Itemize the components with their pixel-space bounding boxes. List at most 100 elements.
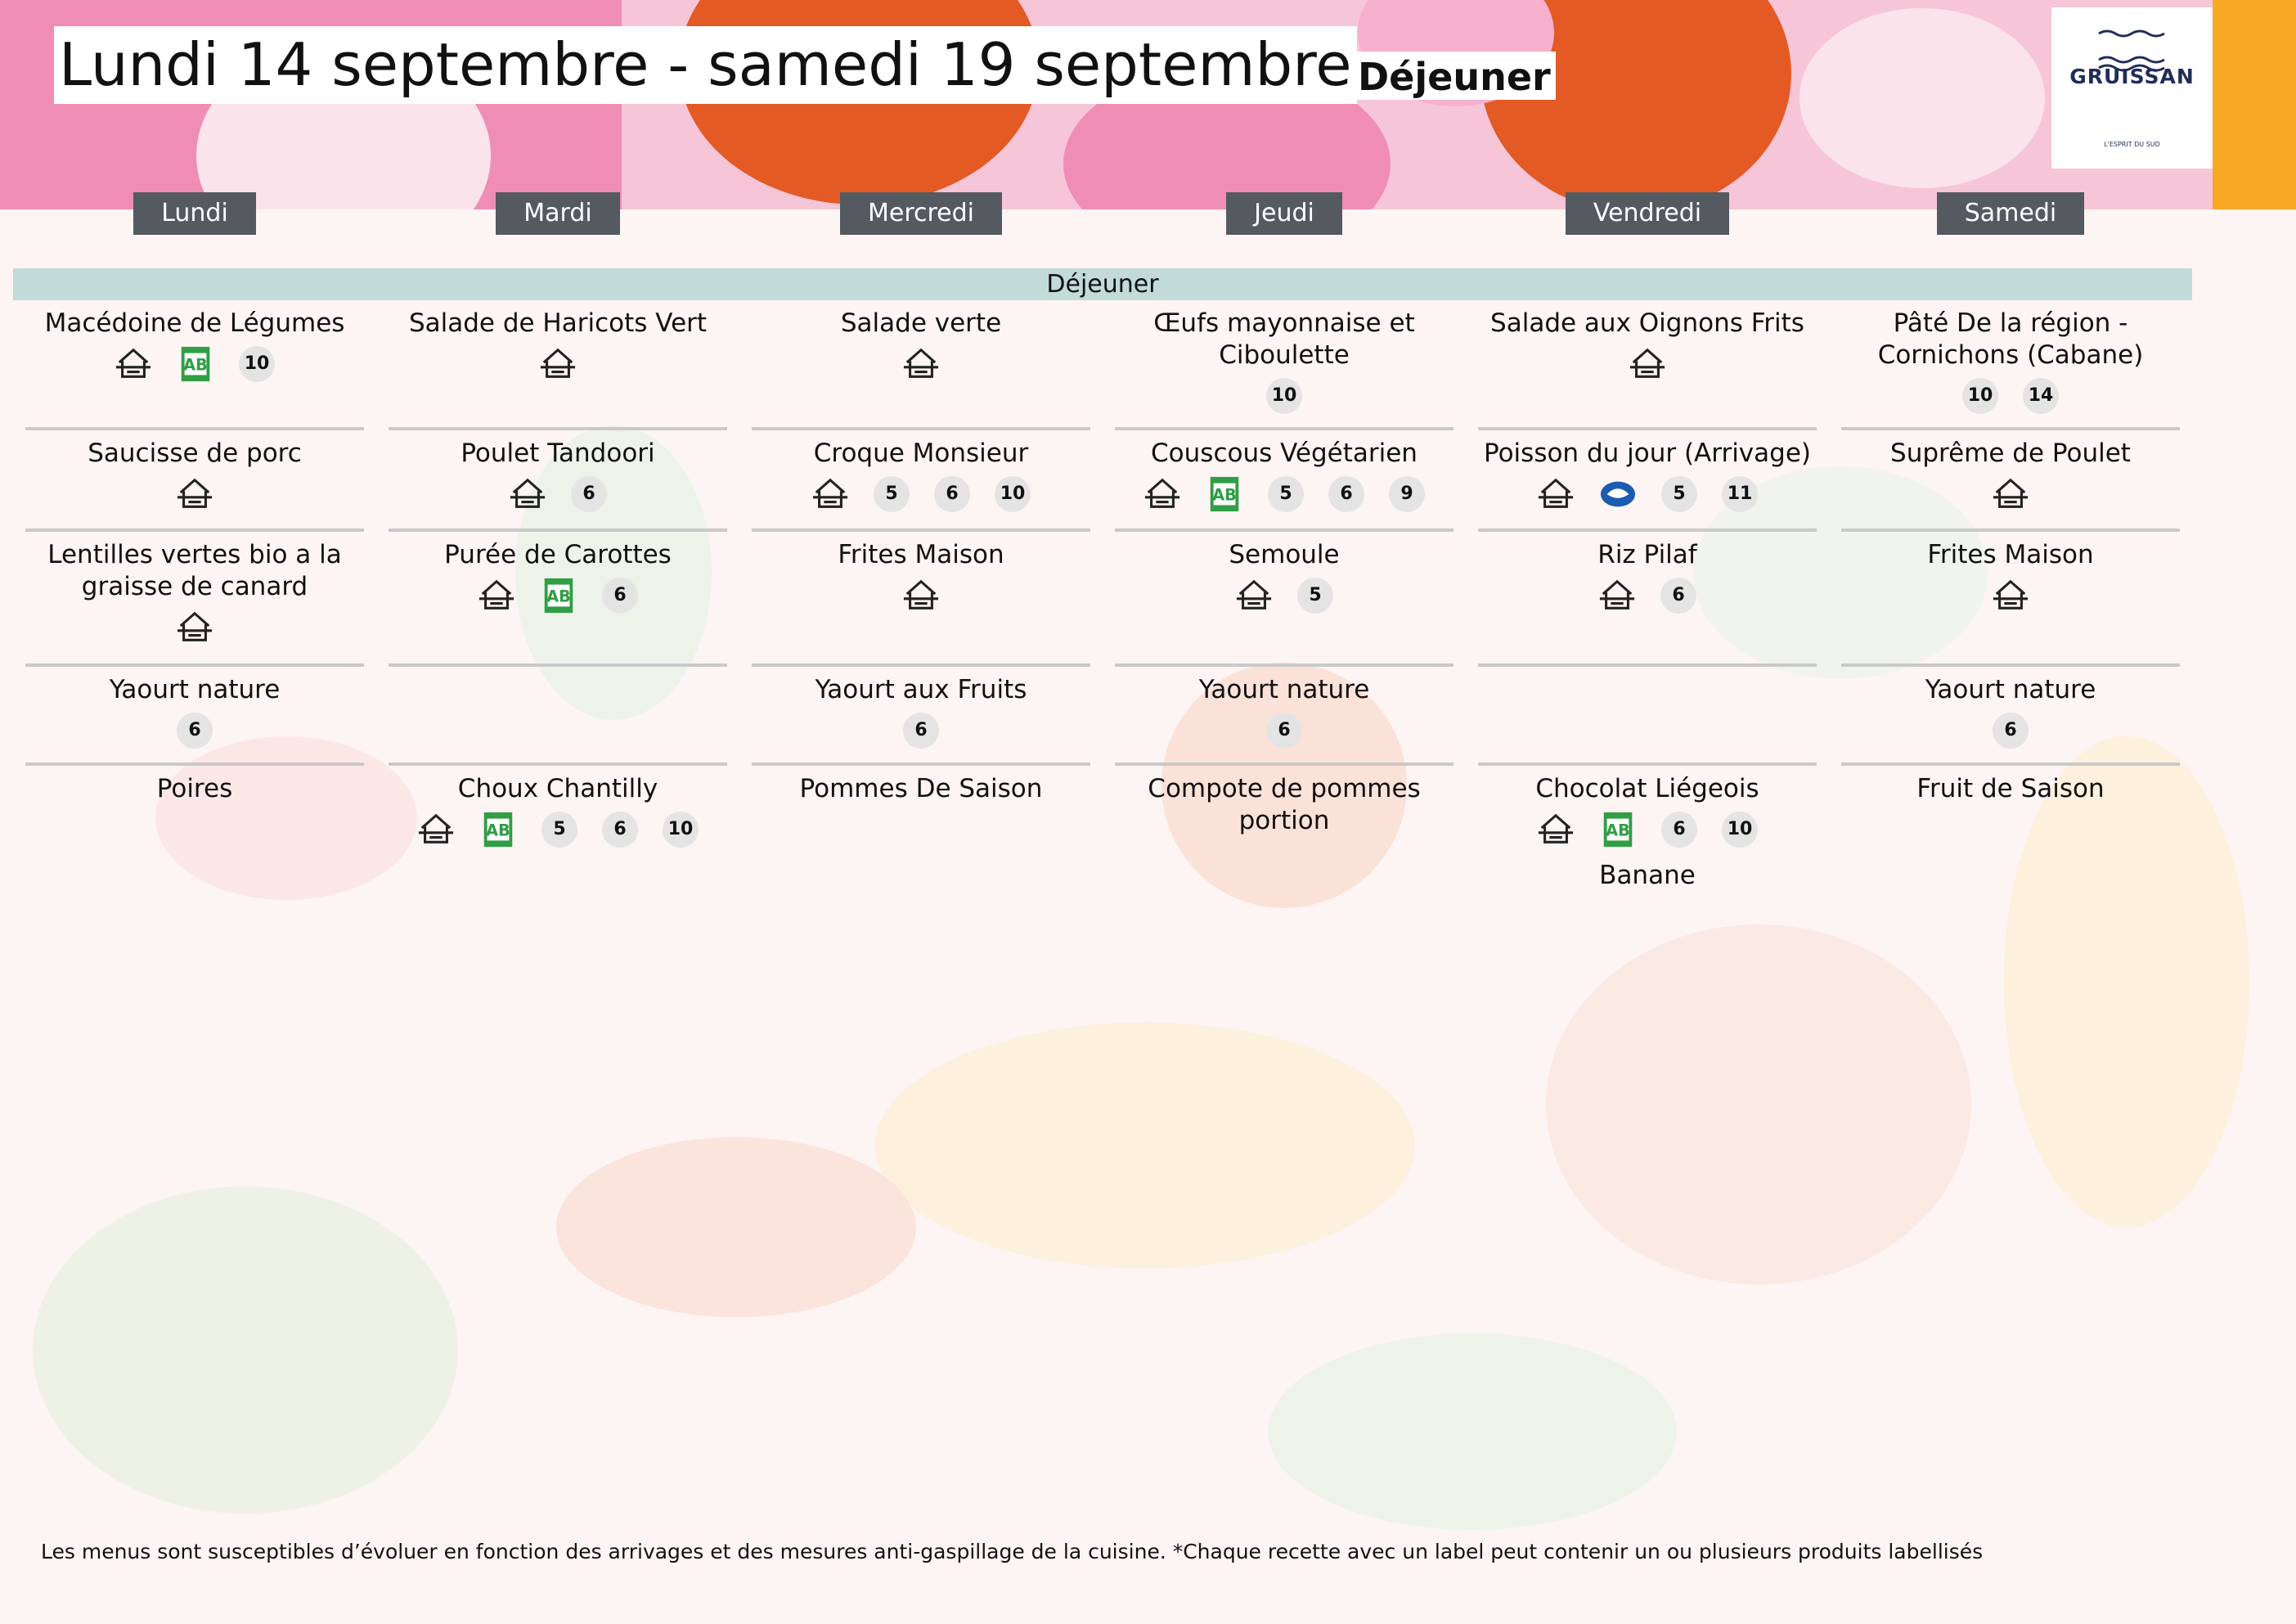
dish: Salade de Haricots Vert: [408, 308, 708, 338]
allergen-badge: 10: [663, 812, 699, 848]
allergen-badge: 10: [1266, 378, 1302, 414]
dish: Croque Monsieur: [813, 439, 1029, 468]
menu-cell: Chocolat Liégeois 6 10 Banane: [1478, 766, 1817, 892]
dish: Suprême de Poulet: [1890, 439, 2131, 468]
menu-cell: Suprême de Poulet: [1841, 430, 2180, 532]
house-icon: [1992, 475, 2029, 513]
menu-cell: Lentilles vertes bio a la graisse de can…: [25, 532, 364, 667]
dish-extra: Banane: [1599, 861, 1696, 890]
menu-cell: Riz Pilaf 6: [1478, 532, 1817, 667]
house-icon: [811, 475, 849, 513]
day-tab: Samedi: [1936, 192, 2085, 235]
allergen-badge: 6: [934, 476, 970, 512]
dish: Semoule: [1229, 540, 1340, 569]
dish: Fruit de Saison: [1916, 774, 2105, 803]
allergen-badge: 6: [602, 812, 638, 848]
allergen-badge: 6: [571, 476, 607, 512]
allergen-badge: 10: [1962, 378, 1998, 414]
day-tabs: Lundi Mardi Mercredi Jeudi Vendredi Same…: [25, 192, 2180, 235]
allergen-badge: 6: [1661, 812, 1697, 848]
dish: Saucisse de porc: [88, 439, 302, 468]
allergen-badge: 6: [1266, 713, 1302, 749]
menu-cell: Salade aux Oignons Frits: [1478, 300, 1817, 430]
house-icon: [509, 475, 546, 513]
menu-cell: Frites Maison: [1841, 532, 2180, 667]
menu-cell: Purée de Carottes 6: [389, 532, 727, 667]
bio-icon: [177, 345, 214, 383]
dish: Couscous Végétarien: [1151, 439, 1418, 468]
menu-cell: Compote de pommes portion: [1115, 766, 1454, 892]
dish: Salade verte: [840, 308, 1002, 338]
house-icon: [1235, 577, 1273, 614]
allergen-badge: 6: [1328, 476, 1364, 512]
house-icon: [478, 577, 515, 614]
allergen-badge: 9: [1389, 476, 1425, 512]
menu-cell: [1478, 667, 1817, 766]
dish: Poisson du jour (Arrivage): [1484, 439, 1811, 468]
house-icon: [1537, 811, 1575, 848]
allergen-badge: 5: [1661, 476, 1697, 512]
title: Lundi 14 septembre - samedi 19 septembre: [54, 26, 1357, 104]
menu-cell: Semoule 5: [1115, 532, 1454, 667]
dish: Yaourt aux Fruits: [815, 675, 1027, 704]
menu-cell: Yaourt nature 6: [1115, 667, 1454, 766]
menu-cell: Poires: [25, 766, 364, 892]
allergen-badge: 10: [995, 476, 1031, 512]
menu-cell: Pommes De Saison: [752, 766, 1090, 892]
day-tab: Jeudi: [1226, 192, 1342, 235]
dish: Poulet Tandoori: [461, 439, 655, 468]
allergen-badge: 10: [239, 346, 275, 382]
house-icon: [1992, 577, 2029, 614]
meal-label: Déjeuner: [1353, 52, 1556, 100]
dish: Salade aux Oignons Frits: [1490, 308, 1804, 338]
menu-cell: Yaourt aux Fruits 6: [752, 667, 1090, 766]
allergen-badge: 10: [1722, 812, 1758, 848]
menu-cell: [389, 667, 727, 766]
menu-cell: Salade de Haricots Vert: [389, 300, 727, 430]
menu-cell: Yaourt nature 6: [1841, 667, 2180, 766]
day-tab: Mardi: [496, 192, 620, 235]
dish: Frites Maison: [838, 540, 1004, 569]
menu-cell: Choux Chantilly 5 6 10: [389, 766, 727, 892]
logo-tagline: L'ESPRIT DU SUD: [2104, 141, 2160, 148]
allergen-badge: 14: [2023, 378, 2059, 414]
menu-cell: Frites Maison: [752, 532, 1090, 667]
footer-note: Les menus sont susceptibles d’évoluer en…: [41, 1540, 1984, 1563]
allergen-badge: 6: [1660, 578, 1696, 614]
logo: GRUISSAN L'ESPRIT DU SUD: [2051, 7, 2213, 169]
bio-icon: [540, 577, 577, 614]
day-tab: Lundi: [133, 192, 256, 235]
dish: Pâté De la région - Cornichons (Cabane): [1877, 308, 2144, 370]
dish: Macédoine de Légumes: [44, 308, 345, 338]
bio-icon: [479, 811, 517, 848]
allergen-badge: 6: [1993, 713, 2029, 749]
dish: Riz Pilaf: [1597, 540, 1697, 569]
msc-icon: [1599, 475, 1637, 513]
allergen-badge: 5: [1297, 578, 1333, 614]
logo-waves: [2098, 29, 2165, 72]
menu-cell: Poisson du jour (Arrivage) 5 11: [1478, 430, 1817, 532]
bio-icon: [1206, 475, 1243, 513]
dish: Yaourt nature: [1925, 675, 2096, 704]
menu-cell: Salade verte: [752, 300, 1090, 430]
house-icon: [1598, 577, 1636, 614]
menu-cell: Poulet Tandoori 6: [389, 430, 727, 532]
dish: Yaourt nature: [109, 675, 281, 704]
allergen-badge: 6: [602, 578, 638, 614]
menu-cell: Saucisse de porc: [25, 430, 364, 532]
dish: Poires: [156, 774, 233, 803]
dish: Choux Chantilly: [457, 774, 658, 803]
house-icon: [176, 609, 213, 646]
house-icon: [539, 345, 577, 383]
dish: Yaourt nature: [1198, 675, 1370, 704]
dish: Œufs mayonnaise et Ciboulette: [1153, 308, 1415, 370]
section-bar: Déjeuner: [13, 268, 2192, 300]
menu-grid: Macédoine de Légumes 10 Salade de Haricot…: [25, 300, 2180, 892]
menu-cell: Fruit de Saison: [1841, 766, 2180, 892]
bio-icon: [1599, 811, 1637, 848]
house-icon: [115, 345, 152, 383]
menu-cell: Yaourt nature 6: [25, 667, 364, 766]
allergen-badge: 6: [177, 713, 213, 749]
house-icon: [902, 577, 940, 614]
